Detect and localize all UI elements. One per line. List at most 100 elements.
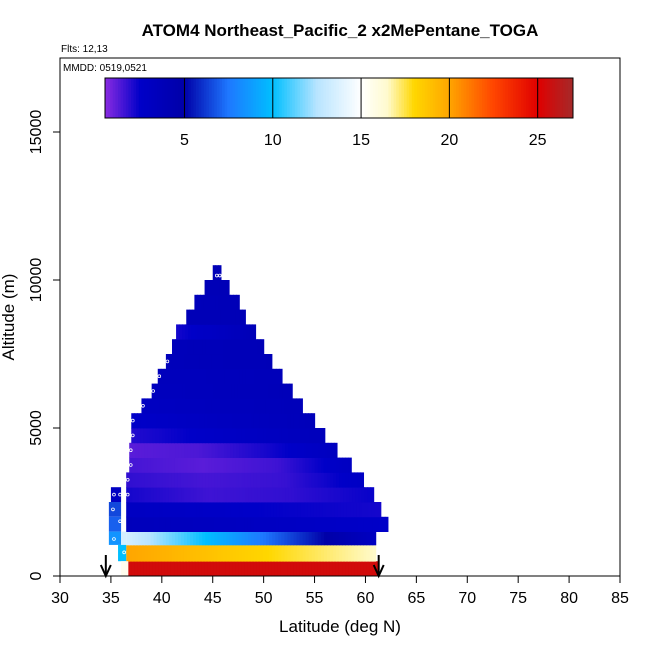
heat-cell — [327, 516, 331, 532]
colorbar-segment — [427, 78, 431, 118]
heat-cell — [194, 368, 198, 384]
heat-cell — [336, 531, 340, 546]
heat-cell — [229, 457, 234, 473]
colorbar-segment — [315, 78, 319, 118]
colorbar-segment — [385, 78, 389, 118]
heat-cell — [330, 544, 334, 562]
heat-cell — [147, 487, 152, 503]
heat-cell — [235, 544, 240, 562]
heat-cell — [236, 442, 240, 458]
heat-cell — [266, 442, 271, 458]
heat-cell — [278, 398, 282, 414]
x-tick-label: 65 — [407, 590, 425, 607]
heat-cell — [198, 428, 203, 444]
heat-cell — [238, 531, 243, 546]
heat-cell — [177, 561, 181, 577]
heat-cell — [193, 339, 198, 355]
heat-cell — [168, 487, 173, 503]
heat-cell — [156, 398, 161, 414]
heat-cell — [299, 457, 304, 473]
x-axis: 30 35 40 45 50 55 60 65 70 75 80 85 — [51, 576, 629, 607]
heat-cell — [313, 502, 317, 518]
heat-cell — [159, 516, 164, 532]
heat-cell — [277, 561, 282, 577]
heat-cell — [322, 502, 327, 518]
sample-marker — [118, 519, 122, 524]
heat-cell — [259, 398, 264, 414]
heat-cell — [293, 398, 297, 414]
heat-cell — [205, 516, 209, 532]
heat-cell — [324, 442, 329, 458]
colorbar-segment — [214, 78, 218, 118]
heat-cell — [372, 544, 377, 562]
heat-cell — [381, 516, 386, 532]
heat-cell — [253, 516, 258, 532]
heat-cell — [254, 442, 259, 458]
heat-cell — [166, 383, 171, 399]
colorbar-segment — [521, 78, 525, 118]
heat-cell — [223, 339, 228, 355]
heat-cell — [192, 561, 197, 577]
heat-cell — [327, 487, 332, 503]
heat-cell — [180, 544, 185, 562]
heat-cell — [308, 544, 313, 562]
heat-cell — [208, 339, 213, 355]
colorbar-segment — [458, 78, 462, 118]
colorbar-segment — [541, 78, 545, 118]
heat-cell — [184, 487, 188, 503]
heat-cell — [134, 561, 138, 577]
heat-cell — [290, 531, 295, 546]
heat-cell — [189, 309, 194, 325]
heat-cell — [345, 457, 349, 473]
heat-cell — [161, 561, 166, 577]
sample-marker — [111, 507, 115, 512]
heat-cell — [311, 561, 316, 577]
heat-cell — [138, 457, 142, 473]
heat-cell — [197, 294, 201, 310]
heat-cell — [323, 544, 328, 562]
heat-cell — [132, 531, 136, 546]
heat-cell — [299, 544, 304, 562]
heat-cell — [198, 309, 203, 325]
heat-cell — [262, 561, 267, 577]
x-tick-label: 35 — [102, 590, 120, 607]
heat-cell — [302, 472, 307, 488]
heat-cell — [290, 413, 294, 429]
heat-cell — [308, 457, 313, 473]
heat-cell — [284, 428, 289, 444]
colorbar-segment — [323, 78, 327, 118]
heat-cell — [233, 487, 237, 503]
heat-cell — [330, 531, 334, 546]
heat-cell — [305, 531, 310, 546]
heat-cell — [236, 487, 240, 503]
colorbar-segment — [115, 78, 119, 118]
colorbar-segment — [289, 78, 293, 118]
heat-cell — [250, 516, 255, 532]
heat-cell — [290, 472, 295, 488]
colorbar-segment — [557, 78, 561, 118]
heat-cell — [323, 561, 328, 577]
heat-cell — [193, 502, 198, 518]
heat-cell — [235, 472, 240, 488]
heat-cell — [302, 544, 307, 562]
heat-cell — [201, 428, 206, 444]
heat-cell — [348, 516, 352, 532]
heat-cell — [213, 413, 218, 429]
colorbar-segment — [365, 78, 369, 118]
heat-cell — [143, 413, 148, 429]
heat-cell — [211, 354, 215, 370]
heat-cell — [156, 457, 161, 473]
heat-cell — [333, 472, 337, 488]
heat-cell — [141, 502, 146, 518]
heat-cell — [260, 472, 264, 488]
heat-cell — [326, 457, 331, 473]
heat-cell — [267, 502, 271, 518]
heat-cell — [272, 516, 276, 532]
heat-cell — [221, 368, 225, 384]
heat-cell — [206, 368, 210, 384]
x-axis-label: Latitude (deg N) — [279, 617, 401, 636]
heat-cell — [212, 324, 217, 340]
heat-cell — [360, 516, 365, 532]
heat-cell — [310, 502, 314, 518]
heat-cell — [176, 324, 180, 340]
